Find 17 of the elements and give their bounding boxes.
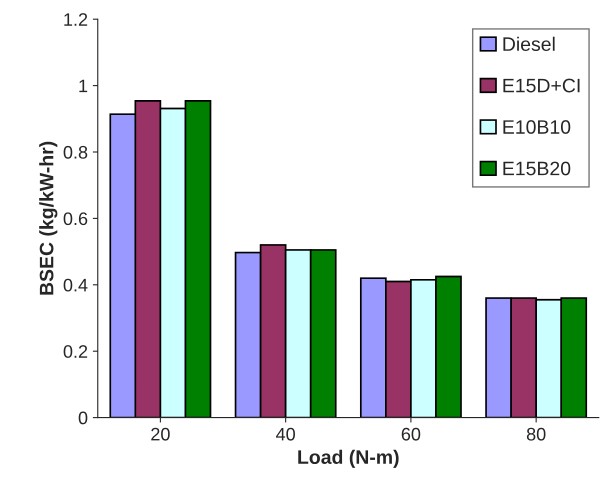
legend-label: E15B20 xyxy=(503,162,570,176)
x-tick-label: 80 xyxy=(526,428,546,441)
x-tick-label: 60 xyxy=(402,428,420,441)
x-axis-title: Load (N-m) xyxy=(298,450,399,468)
y-axis-title: BSEC (kg/kW-hr) xyxy=(39,142,58,295)
legend-label: E10B10 xyxy=(503,120,570,134)
x-tick-label: 20 xyxy=(151,428,170,441)
y-tick-label: 0.8 xyxy=(64,146,88,159)
x-tick-label: 40 xyxy=(276,428,295,441)
y-tick-label: 1 xyxy=(79,80,88,92)
legend-label: E15D+CI xyxy=(503,78,580,92)
y-tick-label: 1.2 xyxy=(64,13,88,26)
legend-label: Diesel xyxy=(503,36,555,51)
y-tick-label: 0.6 xyxy=(64,212,88,226)
y-tick-label: 0.2 xyxy=(64,345,88,358)
y-tick-label: 0 xyxy=(78,412,88,424)
y-tick-label: 0.4 xyxy=(64,278,88,292)
